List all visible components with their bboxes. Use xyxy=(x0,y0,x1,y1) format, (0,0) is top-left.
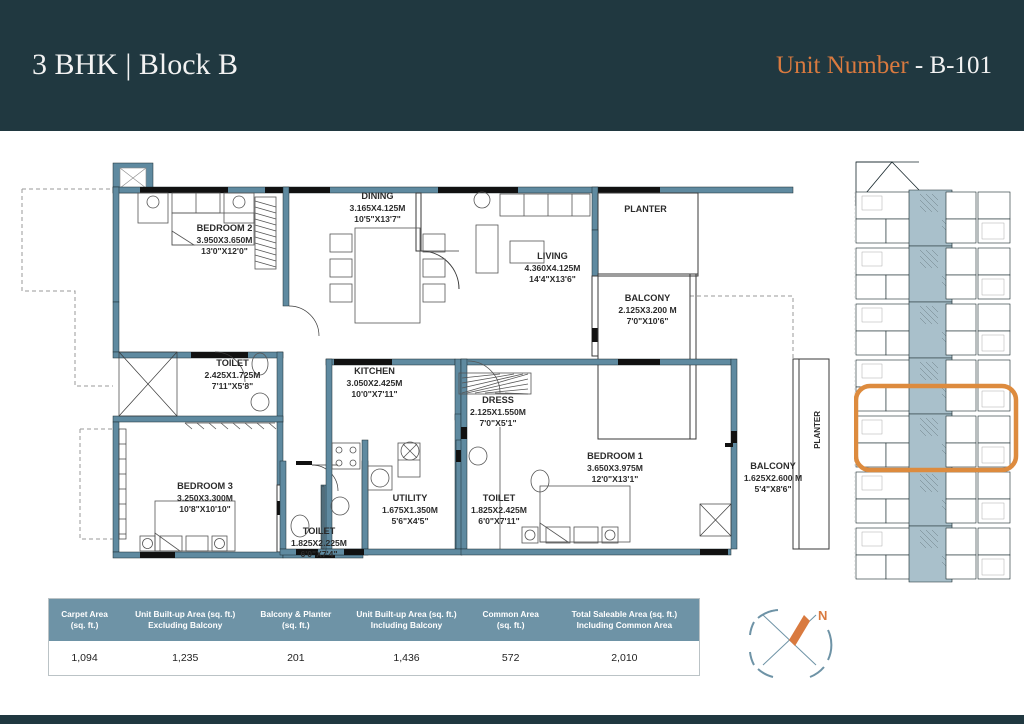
svg-text:N: N xyxy=(818,608,827,623)
